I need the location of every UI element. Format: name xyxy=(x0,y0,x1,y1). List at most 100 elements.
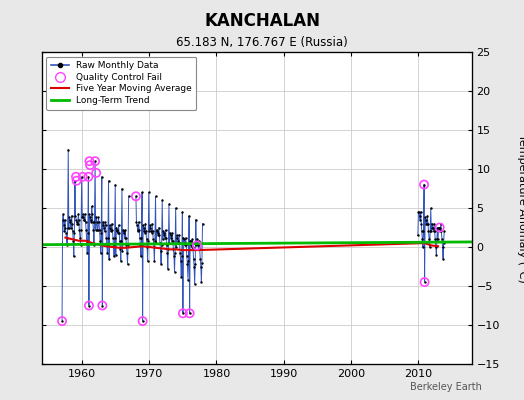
Point xyxy=(66,219,74,225)
Point xyxy=(72,219,81,225)
Point xyxy=(174,240,182,246)
Point xyxy=(90,242,98,249)
Point xyxy=(171,205,180,211)
Point xyxy=(153,228,161,234)
Point xyxy=(71,213,80,219)
Point xyxy=(169,245,178,252)
Point xyxy=(119,227,127,233)
Point xyxy=(168,230,177,236)
Point xyxy=(82,238,91,244)
Point xyxy=(163,250,171,256)
Point xyxy=(422,220,431,227)
Point xyxy=(188,236,196,242)
Point xyxy=(420,182,428,188)
Point xyxy=(151,238,159,244)
Point xyxy=(79,214,88,220)
Point xyxy=(150,258,159,264)
Point xyxy=(188,244,196,250)
Point xyxy=(179,234,188,241)
Point xyxy=(427,228,435,234)
Point xyxy=(438,236,446,242)
Point xyxy=(182,253,191,260)
Point xyxy=(140,228,148,234)
Point xyxy=(417,220,425,227)
Point xyxy=(58,216,67,223)
Point xyxy=(168,238,176,244)
Point xyxy=(70,253,78,260)
Point xyxy=(75,227,83,233)
Point xyxy=(85,302,93,309)
Point xyxy=(98,302,106,309)
Point xyxy=(94,214,103,220)
Point xyxy=(133,222,141,228)
Point xyxy=(122,234,130,241)
Point xyxy=(136,242,145,249)
Point xyxy=(60,228,69,234)
Point xyxy=(132,193,140,200)
Point xyxy=(419,244,427,250)
Point xyxy=(77,227,85,233)
Point xyxy=(421,214,429,220)
Point xyxy=(429,224,437,231)
Point xyxy=(176,250,184,256)
Point xyxy=(132,219,140,225)
Point xyxy=(169,238,177,244)
Point xyxy=(198,220,206,227)
Point xyxy=(112,252,120,258)
Point xyxy=(86,214,94,220)
Point xyxy=(139,224,148,231)
Point xyxy=(186,238,194,244)
Point xyxy=(420,279,429,285)
Point xyxy=(77,242,85,249)
Point xyxy=(135,219,143,225)
Point xyxy=(170,269,179,275)
Point xyxy=(105,256,113,262)
Point xyxy=(155,224,163,231)
Point xyxy=(140,230,149,236)
Point xyxy=(143,236,151,242)
Point xyxy=(65,214,73,220)
Point xyxy=(76,234,84,241)
Point xyxy=(436,228,444,234)
Point xyxy=(148,220,156,227)
Point xyxy=(121,234,129,241)
Point xyxy=(123,250,131,256)
Point xyxy=(58,318,66,324)
Point xyxy=(177,274,185,280)
Point xyxy=(62,230,70,236)
Point xyxy=(99,219,107,225)
Point xyxy=(115,230,123,236)
Point xyxy=(118,185,126,192)
Point xyxy=(85,302,93,309)
Point xyxy=(61,216,69,223)
Point xyxy=(187,242,195,249)
Point xyxy=(177,258,185,264)
Point xyxy=(176,240,184,246)
Point xyxy=(185,310,194,316)
Point xyxy=(99,222,107,228)
Point xyxy=(82,227,90,233)
Point xyxy=(185,310,194,316)
Point xyxy=(156,248,165,254)
Point xyxy=(414,209,423,215)
Point xyxy=(119,228,128,234)
Point xyxy=(187,238,195,244)
Point xyxy=(67,224,75,231)
Point xyxy=(179,310,187,316)
Point xyxy=(64,146,72,153)
Point xyxy=(195,245,204,252)
Point xyxy=(72,174,80,180)
Point xyxy=(114,222,123,228)
Point xyxy=(155,232,163,238)
Point xyxy=(180,236,188,242)
Point xyxy=(110,242,118,249)
Point xyxy=(148,228,157,234)
Point xyxy=(172,244,180,250)
Point xyxy=(170,253,178,260)
Point xyxy=(159,228,168,234)
Point xyxy=(179,310,187,316)
Point xyxy=(92,214,101,220)
Point xyxy=(121,227,129,233)
Point xyxy=(180,240,189,246)
Point xyxy=(429,228,438,234)
